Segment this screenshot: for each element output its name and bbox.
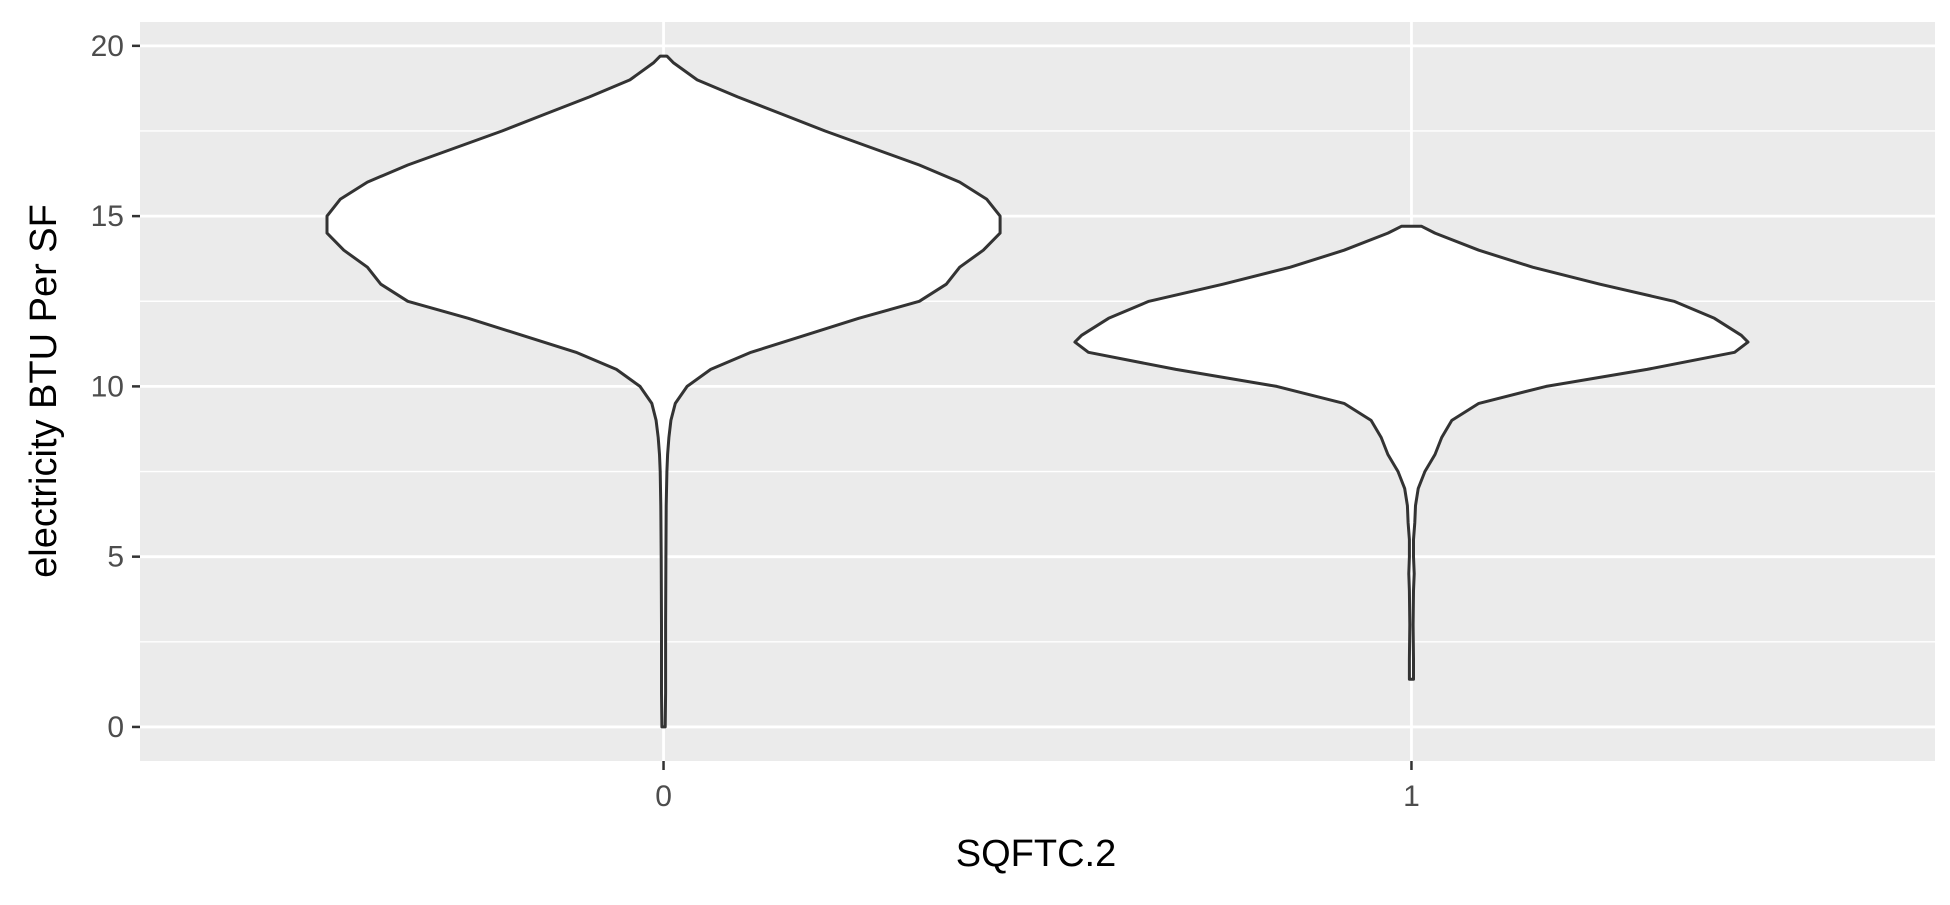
plot-panel bbox=[140, 22, 1935, 761]
x-axis-title: SQFTC.2 bbox=[956, 833, 1116, 875]
y-tick-label: 0 bbox=[107, 711, 124, 744]
violins bbox=[325, 54, 1750, 729]
violin-1 bbox=[1073, 224, 1750, 681]
axes: 0 5 10 15 20 0 1 bbox=[91, 30, 1420, 813]
x-tick-label: 1 bbox=[1403, 780, 1420, 813]
x-tick-label: 0 bbox=[655, 780, 672, 813]
y-tick-label: 5 bbox=[107, 541, 124, 574]
y-tick-label: 15 bbox=[91, 200, 124, 233]
y-axis-title: electricity BTU Per SF bbox=[23, 204, 65, 578]
y-tick-label: 20 bbox=[91, 30, 124, 63]
violin-0 bbox=[325, 54, 1002, 729]
y-tick-label: 10 bbox=[91, 370, 124, 403]
